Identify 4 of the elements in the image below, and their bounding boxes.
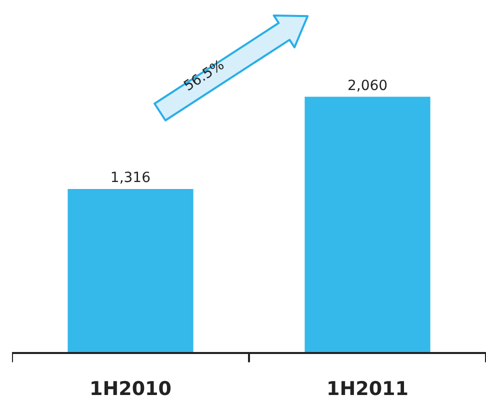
x-tick-label: 1H2010: [89, 378, 172, 400]
data-label: 1,316: [110, 170, 151, 186]
data-label: 2,060: [347, 78, 388, 94]
x-tick-label: 1H2011: [326, 378, 409, 400]
